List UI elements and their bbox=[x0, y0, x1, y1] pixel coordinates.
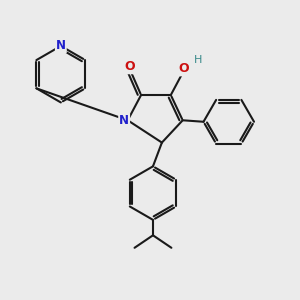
Text: N: N bbox=[119, 114, 129, 127]
Text: H: H bbox=[194, 55, 202, 65]
Text: N: N bbox=[56, 40, 66, 52]
Text: O: O bbox=[124, 60, 134, 73]
Text: O: O bbox=[179, 62, 190, 75]
